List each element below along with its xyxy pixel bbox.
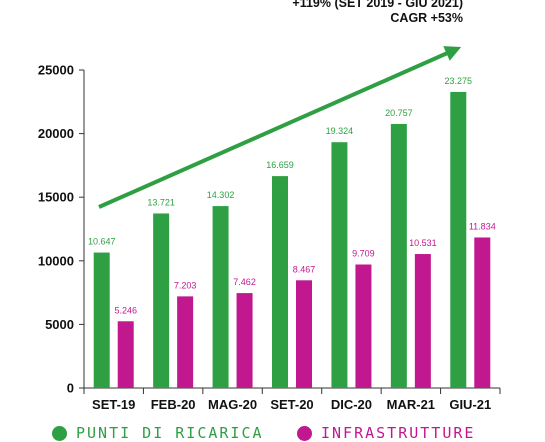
data-label: 10.531: [409, 238, 437, 248]
legend-item-infrastrutture: INFRASTRUTTURE: [297, 424, 475, 442]
legend-swatch-magenta: [297, 425, 312, 441]
bar-punti-di-ricarica: [153, 213, 170, 388]
data-label: 11.834: [469, 221, 496, 231]
data-label: 7.462: [233, 277, 256, 287]
bar-chart: 0 5000 10000 15000 20000 25000 SET-19 FEB-20 MA…: [38, 46, 501, 412]
bar-punti-di-ricarica: [390, 123, 407, 389]
bar-punti-di-ricarica: [93, 252, 110, 388]
cagr-annotation: CAGR +53%: [390, 11, 463, 25]
bar-infrastrutture: [474, 237, 491, 388]
data-label: 23.275: [445, 76, 473, 86]
x-tick-label: GIU-21: [449, 397, 491, 412]
data-label: 10.647: [88, 237, 116, 247]
y-tick-label: 25000: [38, 63, 74, 78]
bar-infrastrutture: [236, 293, 253, 388]
bars: 10.647 5.246 13.721 7.203 14.302 7.462 16.659 8…: [88, 76, 496, 389]
x-tick-label: DIC-20: [331, 397, 372, 412]
trend-line: [98, 49, 453, 209]
bar-punti-di-ricarica: [450, 91, 467, 388]
growth-annotation: +119% (SET 2019 - GIU 2021): [292, 0, 463, 10]
legend-label: INFRASTRUTTURE: [321, 424, 476, 442]
bar-infrastrutture: [414, 254, 431, 388]
data-label: 16.659: [266, 160, 294, 170]
x-axis: SET-19 FEB-20 MAG-20 SET-20 DIC-20 MAR-21 GIU-…: [83, 387, 501, 412]
data-label: 14.302: [207, 190, 235, 200]
y-tick-label: 20000: [38, 126, 74, 141]
legend-label: PUNTI DI RICARICA: [76, 424, 264, 442]
bar-infrastrutture: [296, 280, 312, 388]
data-label: 20.757: [385, 108, 413, 118]
bar-infrastrutture: [177, 296, 194, 388]
bar-punti-di-ricarica: [212, 206, 229, 388]
y-axis: 0 5000 10000 15000 20000 25000: [38, 63, 85, 396]
data-label: 8.467: [293, 264, 316, 274]
y-tick-label: 10000: [38, 253, 74, 268]
trend-arrow: [98, 46, 462, 209]
data-label: 19.324: [326, 126, 354, 136]
bar-infrastrutture: [355, 264, 372, 388]
bar-infrastrutture: [117, 321, 134, 388]
x-tick-label: FEB-20: [151, 397, 196, 412]
x-tick-label: MAR-21: [387, 397, 435, 412]
data-label: 7.203: [174, 280, 197, 290]
trend-arrowhead: [443, 46, 462, 61]
data-label: 13.721: [147, 197, 175, 207]
bar-punti-di-ricarica: [331, 142, 348, 388]
x-tick-label: SET-20: [270, 397, 313, 412]
legend-swatch-green: [52, 425, 67, 441]
data-label: 9.709: [352, 249, 375, 259]
y-tick-label: 0: [67, 381, 74, 396]
y-tick-label: 5000: [45, 317, 74, 332]
y-tick-label: 15000: [38, 190, 74, 205]
x-tick-label: MAG-20: [208, 397, 257, 412]
bar-punti-di-ricarica: [272, 176, 288, 388]
x-tick-label: SET-19: [92, 397, 135, 412]
data-label: 5.246: [114, 305, 137, 315]
legend-item-punti-di-ricarica: PUNTI DI RICARICA: [52, 424, 264, 442]
legend: PUNTI DI RICARICA INFRASTRUTTURE: [0, 423, 545, 442]
